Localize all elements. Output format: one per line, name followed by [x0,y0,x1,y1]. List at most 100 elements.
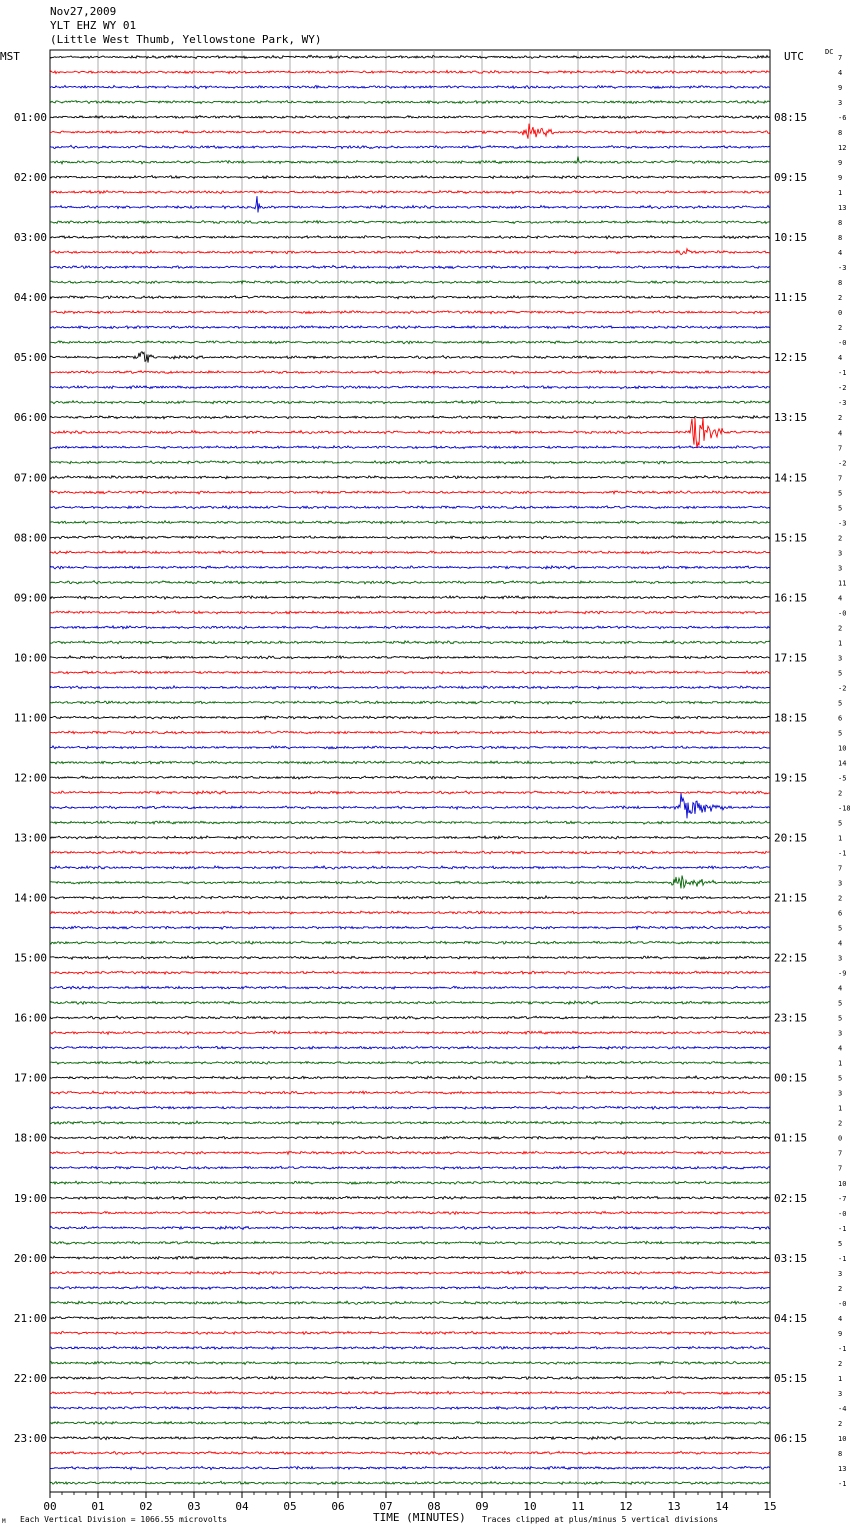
trace-83 [49,1300,771,1306]
trace-42 [49,684,771,690]
dc-offset-82: 2 [838,1285,842,1293]
x-tick-label-15: 15 [763,1500,776,1513]
dc-offset-80: -1 [838,1255,846,1263]
dc-offset-69: 3 [838,1090,842,1098]
trace-76 [49,1195,771,1201]
right-hour-label: 04:15 [774,1312,807,1325]
left-hour-label: 14:00 [14,892,47,905]
trace-85 [49,1330,771,1336]
trace-71 [49,1120,771,1126]
trace-95 [49,1480,771,1486]
right-hour-label: 13:15 [774,411,807,424]
dc-offset-66: 4 [838,1045,842,1053]
dc-offset-58: 5 [838,925,842,933]
x-axis-group: 00 01 02 03 04 05 06 07 08 09 10 11 12 13 14 15 [43,1491,777,1513]
dc-offset-50: -18 [838,805,850,813]
dc-offset-20: 4 [838,354,842,362]
right-hour-label: 20:15 [774,832,807,845]
dc-offset-84: 4 [838,1315,842,1323]
dc-offset-33: 3 [838,549,842,557]
dc-offset-18: 2 [838,324,842,332]
dc-offset-10: 13 [838,204,846,212]
trace-93 [49,1450,771,1456]
trace-38 [50,624,771,630]
dc-offset-41: 5 [838,669,842,677]
dc-offset-14: -3 [838,264,846,272]
dc-offset-64: 5 [838,1015,842,1023]
trace-82 [49,1285,771,1291]
dc-offset-53: -1 [838,850,846,858]
trace-4 [49,114,771,120]
right-timezone-label: UTC [784,50,804,63]
dc-offset-42: -2 [838,684,846,692]
dc-offset-57: 6 [838,910,842,918]
trace-53 [49,850,771,855]
trace-23 [49,399,771,405]
trace-79 [49,1240,771,1246]
trace-1 [49,69,771,75]
dc-offset-68: 5 [838,1075,842,1083]
right-hour-label: 00:15 [774,1072,807,1085]
dc-offset-22: -2 [838,384,846,392]
dc-offset-8: 9 [838,174,842,182]
dc-offset-46: 10 [838,744,846,752]
dc-offset-55: 3 [838,880,842,888]
trace-74 [49,1165,771,1171]
dc-offset-43: 5 [838,699,842,707]
dc-offset-7: 9 [838,159,842,167]
trace-20 [49,351,771,363]
station-label: YLT EHZ WY 01 [50,19,137,32]
trace-63 [49,1000,771,1006]
trace-65 [49,1030,771,1036]
dc-offset-36: 4 [838,594,842,602]
dc-offset-91: 2 [838,1420,842,1428]
x-tick-label-5: 05 [283,1500,296,1513]
dc-offset-40: 3 [838,654,842,662]
left-hour-label: 03:00 [14,231,47,244]
trace-28 [49,474,771,480]
trace-40 [49,654,771,660]
left-hour-label: 19:00 [14,1192,47,1205]
trace-88 [49,1375,771,1381]
trace-2 [49,84,771,90]
trace-9 [49,189,770,195]
dc-offset-93: 8 [838,1450,842,1458]
trace-21 [50,369,771,376]
trace-48 [49,775,771,780]
dc-offset-74: 7 [838,1165,842,1173]
trace-67 [49,1060,771,1066]
dc-offset-24: 2 [838,414,842,422]
trace-0 [49,54,771,60]
left-hour-label: 21:00 [14,1312,47,1325]
x-tick-label-0: 00 [43,1500,56,1513]
dc-offset-89: 3 [838,1390,842,1398]
dc-offset-78: -1 [838,1225,846,1233]
x-tick-label-10: 10 [523,1500,536,1513]
dc-offset-17: 0 [838,309,842,317]
dc-offset-28: 7 [838,474,842,482]
dc-offset-83: -0 [838,1300,846,1308]
trace-11 [49,219,771,225]
dc-offset-76: -7 [838,1195,846,1203]
trace-62 [49,985,771,991]
clip-note: Traces clipped at plus/minus 5 vertical … [482,1515,719,1524]
trace-49 [49,790,771,796]
dc-offset-38: 2 [838,624,842,632]
trace-8 [49,174,771,180]
trace-56 [50,894,771,901]
dc-offset-12: 8 [838,234,842,242]
dc-offset-72: 0 [838,1135,842,1143]
trace-41 [49,670,771,675]
x-tick-label-14: 14 [715,1500,729,1513]
trace-64 [49,1015,771,1020]
right-hour-label: 03:15 [774,1252,807,1265]
dc-offset-2: 9 [838,84,842,92]
x-tick-label-4: 04 [235,1500,249,1513]
trace-27 [49,459,771,465]
trace-69 [50,1090,771,1095]
scale-note: Each Vertical Division = 1066.55 microvo… [20,1515,228,1524]
trace-34 [49,564,771,570]
right-hour-label: 23:15 [774,1012,807,1025]
left-hour-label: 16:00 [14,1012,47,1025]
